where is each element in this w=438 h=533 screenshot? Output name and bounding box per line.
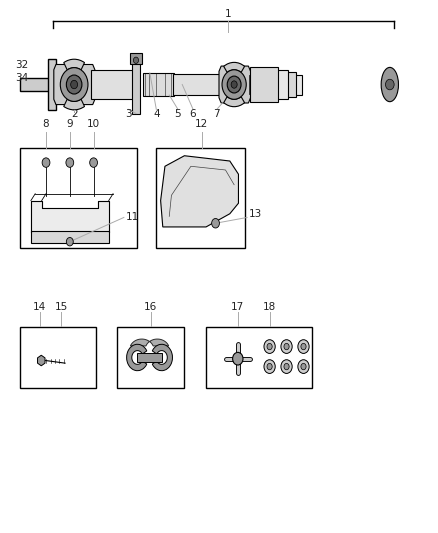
Wedge shape [224, 96, 244, 107]
Circle shape [71, 80, 78, 89]
Text: 9: 9 [67, 119, 73, 129]
Bar [137, 353, 162, 362]
Text: 14: 14 [33, 302, 46, 312]
Circle shape [222, 70, 246, 99]
Polygon shape [161, 156, 238, 227]
Text: 11: 11 [126, 213, 139, 222]
Circle shape [66, 75, 82, 94]
Circle shape [298, 360, 309, 374]
Polygon shape [219, 66, 251, 103]
Circle shape [227, 76, 241, 93]
Circle shape [60, 68, 88, 101]
Bar [20, 148, 137, 248]
Circle shape [301, 343, 306, 350]
Polygon shape [38, 355, 45, 366]
Wedge shape [64, 99, 85, 110]
Circle shape [264, 360, 275, 374]
Bar [266, 70, 288, 99]
Circle shape [264, 340, 275, 353]
Wedge shape [64, 59, 85, 70]
Circle shape [90, 158, 98, 167]
Text: 1: 1 [224, 10, 231, 19]
Bar [130, 53, 142, 64]
Text: 5: 5 [175, 109, 181, 118]
Circle shape [301, 364, 306, 370]
Circle shape [42, 158, 50, 167]
Text: 34: 34 [15, 73, 28, 83]
Circle shape [134, 57, 138, 63]
Text: 12: 12 [195, 119, 208, 129]
Wedge shape [224, 62, 244, 72]
Circle shape [233, 352, 243, 365]
Wedge shape [127, 344, 147, 370]
Text: 7: 7 [214, 109, 220, 118]
Wedge shape [152, 344, 173, 370]
Text: 8: 8 [43, 119, 49, 129]
Text: 2: 2 [71, 109, 78, 118]
Polygon shape [131, 339, 169, 346]
Bar [288, 75, 302, 94]
Ellipse shape [381, 67, 399, 102]
Circle shape [281, 360, 292, 374]
Circle shape [284, 343, 289, 350]
Circle shape [298, 340, 309, 353]
Bar [173, 74, 223, 95]
Bar [250, 67, 278, 102]
Bar [277, 72, 296, 97]
Circle shape [267, 364, 272, 370]
Bar [20, 327, 96, 388]
Bar [92, 70, 133, 99]
Text: 6: 6 [190, 109, 196, 118]
Bar [48, 59, 56, 110]
Bar [117, 327, 184, 388]
Bar [31, 231, 109, 243]
Circle shape [212, 219, 219, 228]
Bar [206, 327, 312, 388]
Bar [156, 148, 245, 248]
Text: 10: 10 [87, 119, 100, 129]
Bar [143, 73, 173, 96]
Text: 18: 18 [263, 302, 276, 312]
Circle shape [66, 238, 73, 246]
Polygon shape [54, 64, 95, 104]
Text: 4: 4 [153, 109, 159, 118]
Text: 3: 3 [125, 109, 131, 118]
Text: 13: 13 [249, 209, 262, 219]
Circle shape [267, 343, 272, 350]
Text: 32: 32 [15, 60, 28, 70]
Circle shape [385, 79, 394, 90]
Bar [132, 55, 140, 114]
Polygon shape [31, 200, 109, 232]
Text: 17: 17 [231, 302, 244, 312]
Text: 16: 16 [144, 302, 158, 312]
Bar [20, 78, 50, 91]
Circle shape [284, 364, 289, 370]
Text: 15: 15 [55, 302, 68, 312]
Bar [249, 75, 254, 94]
Circle shape [66, 158, 74, 167]
Circle shape [231, 81, 237, 88]
Circle shape [281, 340, 292, 353]
